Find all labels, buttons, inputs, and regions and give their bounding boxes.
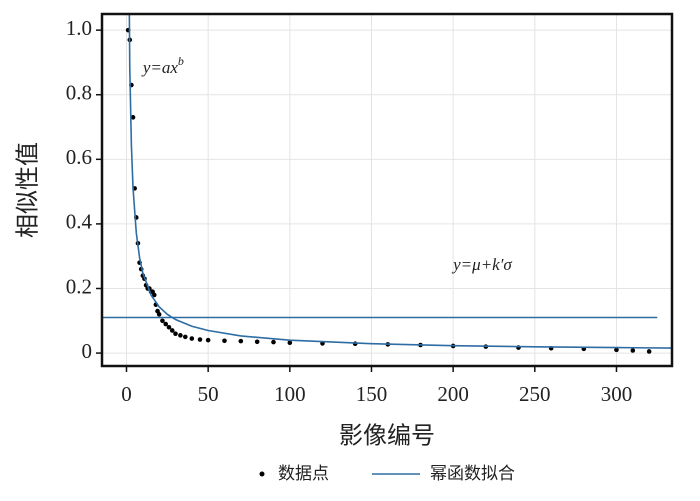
- data-point: [238, 338, 244, 344]
- annotation-superscript: b: [178, 54, 184, 68]
- annotation-text: y=ax: [141, 58, 179, 77]
- x-tick-label: 300: [601, 382, 633, 406]
- data-point: [151, 292, 157, 298]
- data-point: [189, 336, 195, 341]
- fit-line: [128, 14, 672, 349]
- y-tick-label: 0.6: [66, 145, 92, 169]
- data-point: [163, 321, 168, 327]
- annotation: y=μ+k′σ: [451, 255, 512, 274]
- x-tick-label: 200: [437, 382, 469, 406]
- data-point: [271, 339, 276, 345]
- data-point: [173, 331, 178, 337]
- grid: [102, 14, 672, 366]
- y-tick-label: 1.0: [66, 16, 92, 40]
- data-point: [160, 318, 165, 324]
- x-axis-label: 影像编号: [339, 423, 435, 450]
- data-point: [166, 324, 172, 330]
- annotation-text: y=μ+k′σ: [451, 255, 512, 274]
- y-tick-label: 0.4: [66, 210, 93, 234]
- plot-area: [102, 14, 672, 354]
- x-tick-label: 250: [519, 382, 551, 406]
- legend-label: 数据点: [278, 464, 329, 484]
- y-tick-label: 0.2: [66, 274, 92, 298]
- legend-label: 幂函数拟合: [430, 464, 515, 484]
- plot-frame: [100, 12, 674, 368]
- x-tick-label: 150: [356, 382, 388, 406]
- legend-marker: [259, 471, 265, 477]
- y-tick-label: 0: [82, 339, 93, 363]
- data-point: [197, 337, 203, 342]
- data-point: [287, 340, 293, 346]
- data-point: [205, 337, 211, 343]
- annotation: y=axb: [141, 54, 184, 77]
- data-point: [614, 347, 619, 353]
- y-tick-label: 0.8: [66, 81, 92, 105]
- x-tick-label: 0: [121, 382, 132, 406]
- data-point: [646, 349, 652, 354]
- data-point: [178, 333, 183, 338]
- data-point: [630, 348, 636, 353]
- data-point: [254, 339, 260, 345]
- x-tick-label: 100: [274, 382, 306, 406]
- y-axis-label: 相似性值: [15, 142, 42, 238]
- x-tick-label: 50: [198, 382, 219, 406]
- data-point: [130, 115, 136, 120]
- data-point: [222, 338, 227, 344]
- legend: 数据点 幂函数拟合: [259, 464, 515, 484]
- data-point: [169, 328, 175, 333]
- data-point: [156, 312, 162, 317]
- data-point: [182, 334, 188, 340]
